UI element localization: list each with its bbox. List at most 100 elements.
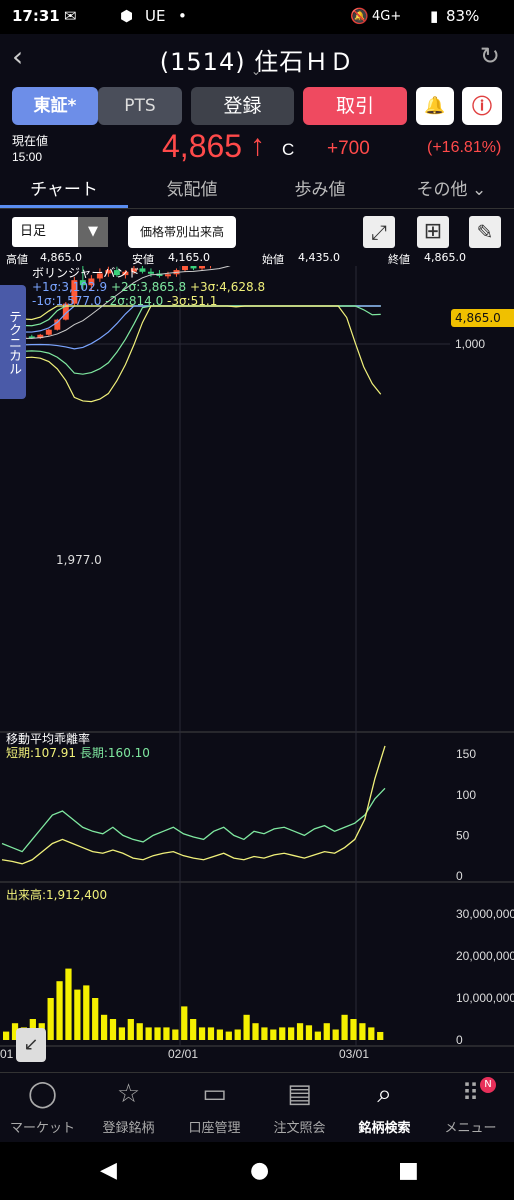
volume-bar: [3, 1031, 10, 1040]
y-tick-label: 2,000: [455, 266, 485, 267]
price-change: +700: [327, 138, 370, 159]
page-title[interactable]: (1514) 住石ＨＤ: [159, 48, 355, 76]
deviation-line: [1, 745, 386, 865]
refresh-icon[interactable]: ↻: [479, 42, 500, 70]
search-icon: ⌕: [377, 1079, 392, 1109]
period-select[interactable]: 日足 ▼: [12, 217, 108, 247]
volume-bar: [163, 1027, 170, 1040]
tab-chart[interactable]: チャート: [30, 180, 98, 200]
bollinger-legend: ボリンジャーバンド +1σ:3,102.9 +2σ:3,865.8 +3σ:4,…: [32, 266, 265, 308]
nav-watchlist[interactable]: ☆ 登録銘柄: [86, 1073, 171, 1143]
volume-bar: [216, 1029, 224, 1040]
candle-body: [139, 268, 146, 272]
volume-bar: [145, 1027, 152, 1040]
nav-account[interactable]: ▭ 口座管理: [172, 1073, 257, 1143]
price-row: 現在値 15:00 4,865 ↑ C +700 (+16.81%): [0, 128, 514, 170]
dot-icon: •: [178, 7, 187, 25]
ohlc-row: 高値 4,865.0 安値 4,165.0 始値 4,435.0 終値 4,86…: [0, 251, 514, 267]
high-value: 4,865.0: [40, 251, 82, 264]
candle-body: [96, 273, 103, 279]
volume-bar: [350, 1019, 357, 1040]
globe-icon: ◯: [27, 1079, 58, 1109]
candle-body: [190, 266, 197, 269]
pencil-icon[interactable]: ✎: [469, 216, 501, 248]
date-label: 03/01: [339, 1047, 370, 1061]
candle-body: [71, 280, 78, 304]
volume-bar: [252, 1023, 259, 1040]
bollinger-band-line: [6, 305, 381, 350]
band-minus2: -2σ:814.0: [105, 294, 164, 308]
volume-bar: [92, 998, 99, 1040]
moving-average-line: [6, 266, 231, 341]
volume-bar: [207, 1027, 215, 1040]
candle-body: [199, 266, 205, 269]
price-label: 現在値: [12, 134, 49, 148]
layout-grid-icon[interactable]: ⊞: [417, 216, 449, 248]
trade-button[interactable]: 取引: [303, 87, 407, 125]
y-tick-label: 30,000,000: [456, 907, 514, 921]
volume-bar: [279, 1027, 286, 1040]
volume-bar: [332, 1029, 339, 1040]
exchange-pts-button[interactable]: PTS: [98, 87, 182, 125]
volume-bar: [288, 1027, 295, 1040]
deviation-line: [1, 787, 386, 853]
volume-bar: [341, 1014, 348, 1040]
tab-bar: [0, 170, 514, 209]
tab-quotes[interactable]: 気配値: [166, 180, 218, 200]
dropdown-icon: ▼: [78, 217, 108, 247]
period-value: 日足: [20, 224, 47, 239]
home-circle-icon[interactable]: ●: [250, 1158, 270, 1183]
band-plus3: +3σ:4,628.8: [189, 280, 266, 294]
candle-body: [147, 271, 154, 274]
status-carrier: UE: [145, 7, 166, 25]
draw-tool-icon[interactable]: ↙: [16, 1028, 46, 1062]
volume-bar: [109, 1019, 117, 1040]
chevron-down-icon[interactable]: ⌄: [251, 64, 262, 78]
nav-search[interactable]: ⌕ 銘柄検索: [342, 1073, 427, 1143]
volume-bar: [190, 1019, 197, 1040]
volume-bar: [368, 1027, 375, 1040]
high-label: 高値: [6, 253, 28, 266]
back-triangle-icon[interactable]: ◀: [100, 1158, 117, 1183]
nav-orders[interactable]: ▤ 注文照会: [257, 1073, 342, 1143]
open-value: 4,435.0: [298, 251, 340, 264]
info-icon[interactable]: ⓘ: [462, 87, 502, 125]
status-bar: 17:31 ✉ ⬢ UE • 🔕 4G+ ▮ 83%: [0, 0, 514, 34]
y-tick-label: 1,000: [455, 337, 485, 351]
chevron-down-icon[interactable]: ⌄: [472, 180, 487, 200]
candle-body: [45, 329, 52, 335]
tab-other[interactable]: その他: [416, 180, 468, 200]
status-battery: 83%: [446, 7, 480, 25]
candle-body: [164, 274, 171, 277]
register-button[interactable]: 登録: [191, 87, 294, 125]
fullscreen-icon[interactable]: ⤢: [363, 216, 395, 248]
nav-market[interactable]: ◯ マーケット: [0, 1073, 85, 1143]
header: ‹ (1514) 住石ＨＤ ⌄ ↻: [0, 34, 514, 82]
nav-menu[interactable]: ⠿ メニュー N: [428, 1073, 513, 1143]
volume-bar: [270, 1029, 277, 1040]
y-tick-label: 150: [456, 747, 476, 761]
bell-icon[interactable]: 🔔: [416, 87, 454, 125]
volume-profile-button[interactable]: 価格帯別出来高: [128, 216, 236, 248]
candle-body: [105, 270, 112, 274]
app-icon: ⬢: [120, 7, 134, 25]
card-icon: ▭: [202, 1079, 227, 1109]
date-label: 01: [0, 1047, 14, 1061]
tab-ticks[interactable]: 歩み値: [294, 180, 346, 200]
candle-body: [28, 336, 35, 339]
volume-title: 出来高:1,912,400: [6, 888, 108, 902]
technical-side-tab[interactable]: テクニカル: [0, 285, 26, 399]
volume-bar: [314, 1031, 321, 1040]
recent-square-icon[interactable]: ■: [398, 1158, 419, 1183]
exchange-tse-button[interactable]: 東証*: [12, 87, 98, 125]
volume-bar: [47, 998, 54, 1040]
y-tick-label: 20,000,000: [456, 949, 514, 963]
volume-bar: [83, 985, 90, 1040]
price-time: 15:00: [12, 150, 43, 164]
stock-chart[interactable]: 1,0002,0003,0004,0005,00005010015010,000…: [0, 266, 514, 1070]
low-label: 安値: [132, 253, 154, 266]
deviation-short: 短期:107.91: [6, 746, 77, 760]
low-value: 4,165.0: [168, 251, 210, 264]
back-icon[interactable]: ‹: [12, 40, 24, 73]
candle-body: [54, 319, 61, 330]
